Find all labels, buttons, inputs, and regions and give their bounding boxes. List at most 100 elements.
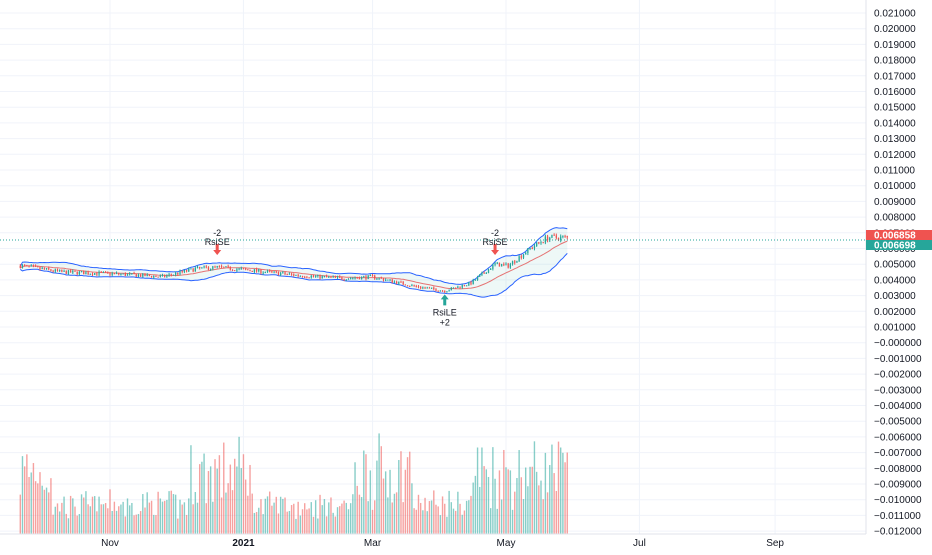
candle-body (465, 285, 468, 287)
candle-body (457, 286, 459, 288)
volume-bar (527, 486, 529, 534)
y-tick-label: −0.009000 (874, 480, 922, 491)
candle-body (446, 291, 448, 293)
candle-body (242, 268, 245, 270)
volume-bar (505, 467, 507, 534)
candle-body (203, 266, 205, 268)
candle-body (297, 274, 299, 276)
candle-body (146, 274, 148, 277)
candle-body (137, 274, 140, 277)
candle-body (525, 253, 527, 255)
candle-body (345, 279, 347, 281)
candle-body (321, 276, 323, 279)
candle-body (205, 266, 207, 268)
y-tick-label: 0.017000 (874, 71, 916, 82)
candle-body (391, 279, 393, 283)
volume-bar (111, 511, 113, 534)
volume-bar (275, 496, 277, 534)
candle-body (369, 275, 372, 277)
volume-bar (69, 495, 72, 534)
candle-body (441, 290, 444, 292)
volume-bar (524, 467, 527, 534)
candle-body (389, 279, 391, 281)
volume-bar (555, 490, 558, 534)
volume-bar (288, 510, 291, 534)
volume-bar (310, 502, 312, 534)
candle-body (336, 276, 339, 278)
candle-body (218, 266, 221, 268)
candle-body (533, 246, 536, 249)
candle-body (347, 278, 350, 280)
volume-bar (339, 506, 341, 534)
candle-body (234, 270, 236, 272)
y-tick-label: 0.014000 (874, 118, 916, 129)
volume-bar (253, 512, 256, 534)
candle-body (124, 273, 126, 276)
x-tick-label: Nov (101, 538, 119, 549)
candle-body (315, 276, 317, 278)
volume-bar (255, 512, 258, 534)
volume-bar (196, 502, 199, 534)
bollinger-bands (19, 227, 568, 298)
volume-bar (297, 501, 299, 534)
candle-body (139, 274, 142, 277)
volume-bar (251, 493, 253, 534)
volume-bar (177, 518, 179, 534)
volume-bar (509, 470, 512, 534)
candle-body (507, 263, 509, 268)
candle-body (157, 276, 159, 278)
volume-bar (465, 500, 468, 534)
candle-body (212, 266, 214, 269)
volume-bar (457, 491, 459, 534)
candle-body (192, 268, 194, 272)
candle-body (437, 290, 439, 292)
candle-body (150, 275, 153, 278)
candle-body (120, 274, 122, 276)
volume-bar (238, 436, 240, 534)
volume-bar (115, 510, 118, 534)
volume-bar (26, 454, 28, 534)
volume-bar (229, 464, 232, 534)
y-tick-label: 0.015000 (874, 103, 916, 114)
candle-body (448, 290, 450, 292)
volume-bar (100, 504, 102, 534)
candle-body (452, 287, 455, 289)
volume-bar (382, 478, 385, 534)
candle-body (94, 273, 96, 275)
volume-bar (559, 447, 562, 534)
candle-body (50, 269, 52, 271)
volume-bar (146, 492, 148, 534)
volume-bar (406, 457, 409, 534)
candle-body (516, 261, 518, 263)
candle-body (317, 274, 319, 277)
candle-body (325, 276, 328, 278)
volume-bar (163, 500, 166, 534)
volume-bar (249, 464, 251, 534)
volume-bar (48, 492, 50, 534)
candle-body (87, 272, 89, 275)
candle-body (540, 242, 542, 244)
volume-bar (201, 461, 203, 534)
volume-bar (409, 451, 411, 534)
candle-body (72, 270, 74, 273)
volume-bar (454, 510, 457, 534)
candle-body (555, 235, 557, 238)
volume-bar (56, 503, 59, 534)
y-tick-label: 0.013000 (874, 134, 916, 145)
volume-bar (374, 500, 376, 534)
signal-name: RsiSE (205, 237, 230, 247)
candle-body (63, 270, 65, 272)
volume-bar (190, 445, 192, 534)
candle-body (286, 274, 288, 276)
candle-body (284, 272, 286, 275)
candle-body (34, 265, 37, 267)
candle-body (371, 275, 374, 277)
candle-body (179, 270, 181, 275)
candle-body (155, 276, 157, 278)
volume-bar (533, 441, 536, 534)
volume-bar (334, 516, 337, 534)
candle-body (376, 278, 378, 280)
